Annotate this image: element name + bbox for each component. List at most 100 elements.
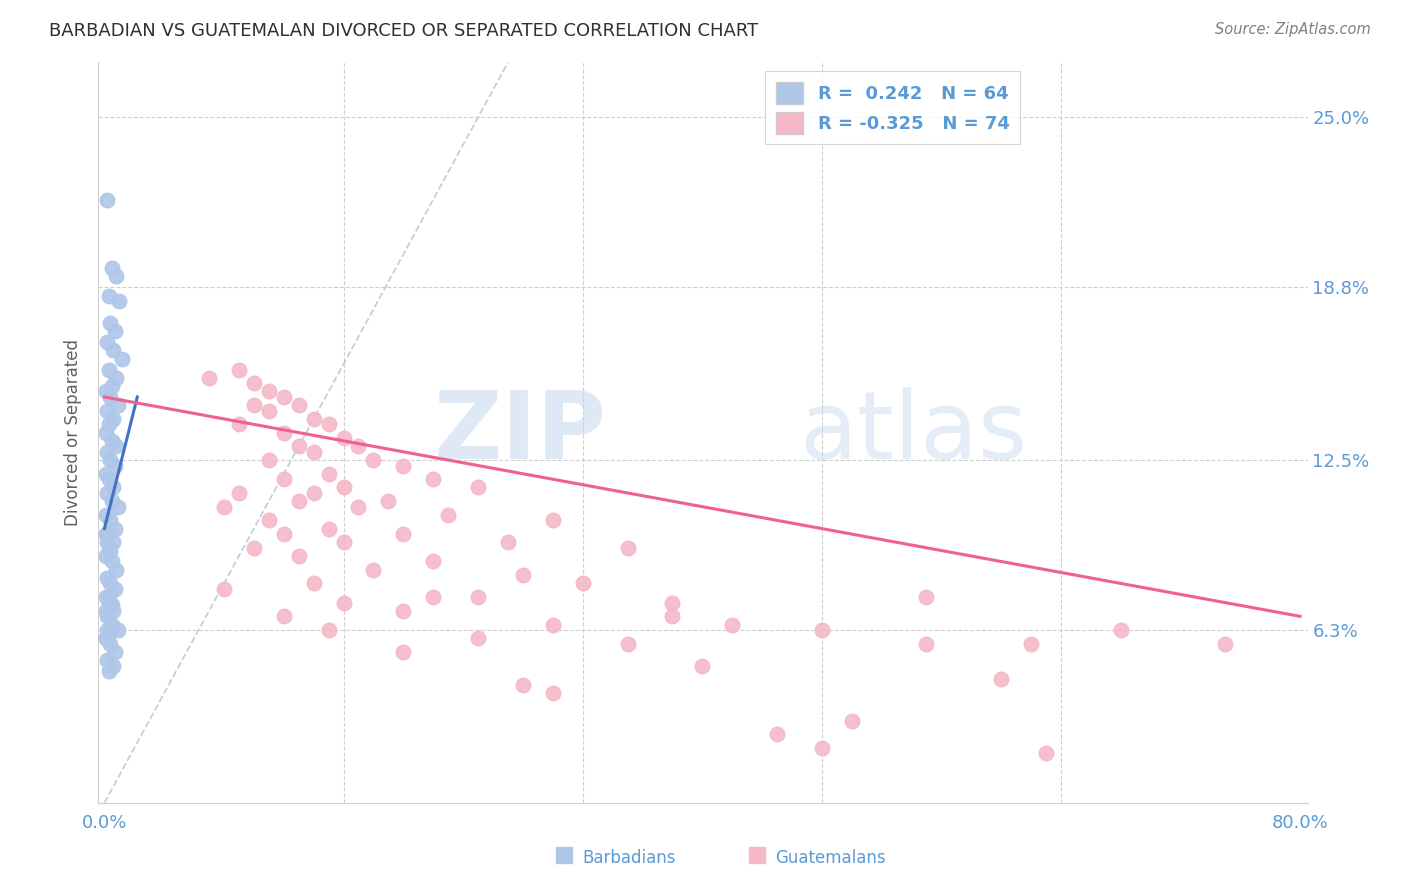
Point [437, 508, 460, 522]
Point [467, 480, 489, 494]
Point [1035, 747, 1057, 761]
Point [392, 645, 415, 659]
Point [1215, 637, 1237, 651]
Point [97, 664, 120, 678]
Point [228, 417, 250, 432]
Point [273, 527, 295, 541]
Point [96, 486, 118, 500]
Point [97, 472, 120, 486]
Point [257, 513, 280, 527]
Point [228, 486, 250, 500]
Point [105, 269, 128, 284]
Point [97, 541, 120, 555]
Point [103, 480, 125, 494]
Point [332, 480, 354, 494]
Point [97, 362, 120, 376]
Point [104, 522, 127, 536]
Point [94, 549, 117, 563]
Point [990, 673, 1012, 687]
Point [616, 637, 638, 651]
Point [287, 549, 309, 563]
Point [422, 554, 444, 568]
Point [101, 599, 124, 613]
Point [512, 568, 534, 582]
Point [422, 472, 444, 486]
Point [302, 412, 325, 426]
Point [101, 554, 124, 568]
Point [94, 527, 117, 541]
Point [690, 658, 713, 673]
Point [287, 494, 309, 508]
Point [94, 467, 117, 481]
Point [541, 686, 564, 700]
Point [94, 604, 117, 618]
Point [96, 445, 118, 459]
Text: BARBADIAN VS GUATEMALAN DIVORCED OR SEPARATED CORRELATION CHART: BARBADIAN VS GUATEMALAN DIVORCED OR SEPA… [49, 22, 758, 40]
Point [96, 571, 118, 585]
Point [103, 658, 125, 673]
Point [541, 617, 564, 632]
Point [212, 500, 235, 514]
Point [841, 714, 863, 728]
Point [332, 596, 354, 610]
Point [467, 632, 489, 646]
Point [97, 596, 120, 610]
Point [257, 403, 280, 417]
Point [347, 500, 370, 514]
Point [302, 486, 325, 500]
Point [105, 563, 128, 577]
Point [97, 288, 120, 302]
Point [100, 453, 122, 467]
Point [347, 439, 370, 453]
Point [100, 390, 122, 404]
Point [105, 371, 128, 385]
Point [103, 535, 125, 549]
Point [392, 458, 415, 473]
Point [273, 425, 295, 440]
Point [97, 590, 120, 604]
Point [661, 596, 683, 610]
Text: Barbadians: Barbadians [582, 849, 676, 867]
Point [332, 535, 354, 549]
Point [96, 623, 118, 637]
Point [101, 494, 124, 508]
Point [766, 727, 789, 741]
Point [811, 741, 834, 756]
Legend: R =  0.242   N = 64, R = -0.325   N = 74: R = 0.242 N = 64, R = -0.325 N = 74 [765, 71, 1021, 145]
Point [915, 637, 938, 651]
Text: Source: ZipAtlas.com: Source: ZipAtlas.com [1215, 22, 1371, 37]
Point [212, 582, 235, 596]
Point [94, 508, 117, 522]
Point [1109, 623, 1132, 637]
Point [96, 609, 118, 624]
Point [96, 335, 118, 350]
Point [318, 623, 340, 637]
Point [302, 576, 325, 591]
Point [541, 513, 564, 527]
Point [101, 261, 124, 276]
Point [94, 425, 117, 440]
Point [111, 351, 134, 366]
Point [105, 439, 128, 453]
Point [107, 500, 129, 514]
Point [97, 417, 120, 432]
Point [392, 604, 415, 618]
Point [100, 513, 122, 527]
Point [108, 293, 131, 308]
Point [243, 398, 266, 412]
Point [467, 590, 489, 604]
Point [100, 543, 122, 558]
Y-axis label: Divorced or Separated: Divorced or Separated [65, 339, 83, 526]
Text: atlas: atlas [800, 386, 1028, 479]
Point [107, 623, 129, 637]
Point [257, 384, 280, 399]
Point [101, 434, 124, 448]
Point [104, 458, 127, 473]
Point [571, 576, 593, 591]
Point [318, 522, 340, 536]
Point [257, 453, 280, 467]
Point [228, 362, 250, 376]
Point [100, 637, 122, 651]
Point [243, 541, 266, 555]
Point [392, 527, 415, 541]
